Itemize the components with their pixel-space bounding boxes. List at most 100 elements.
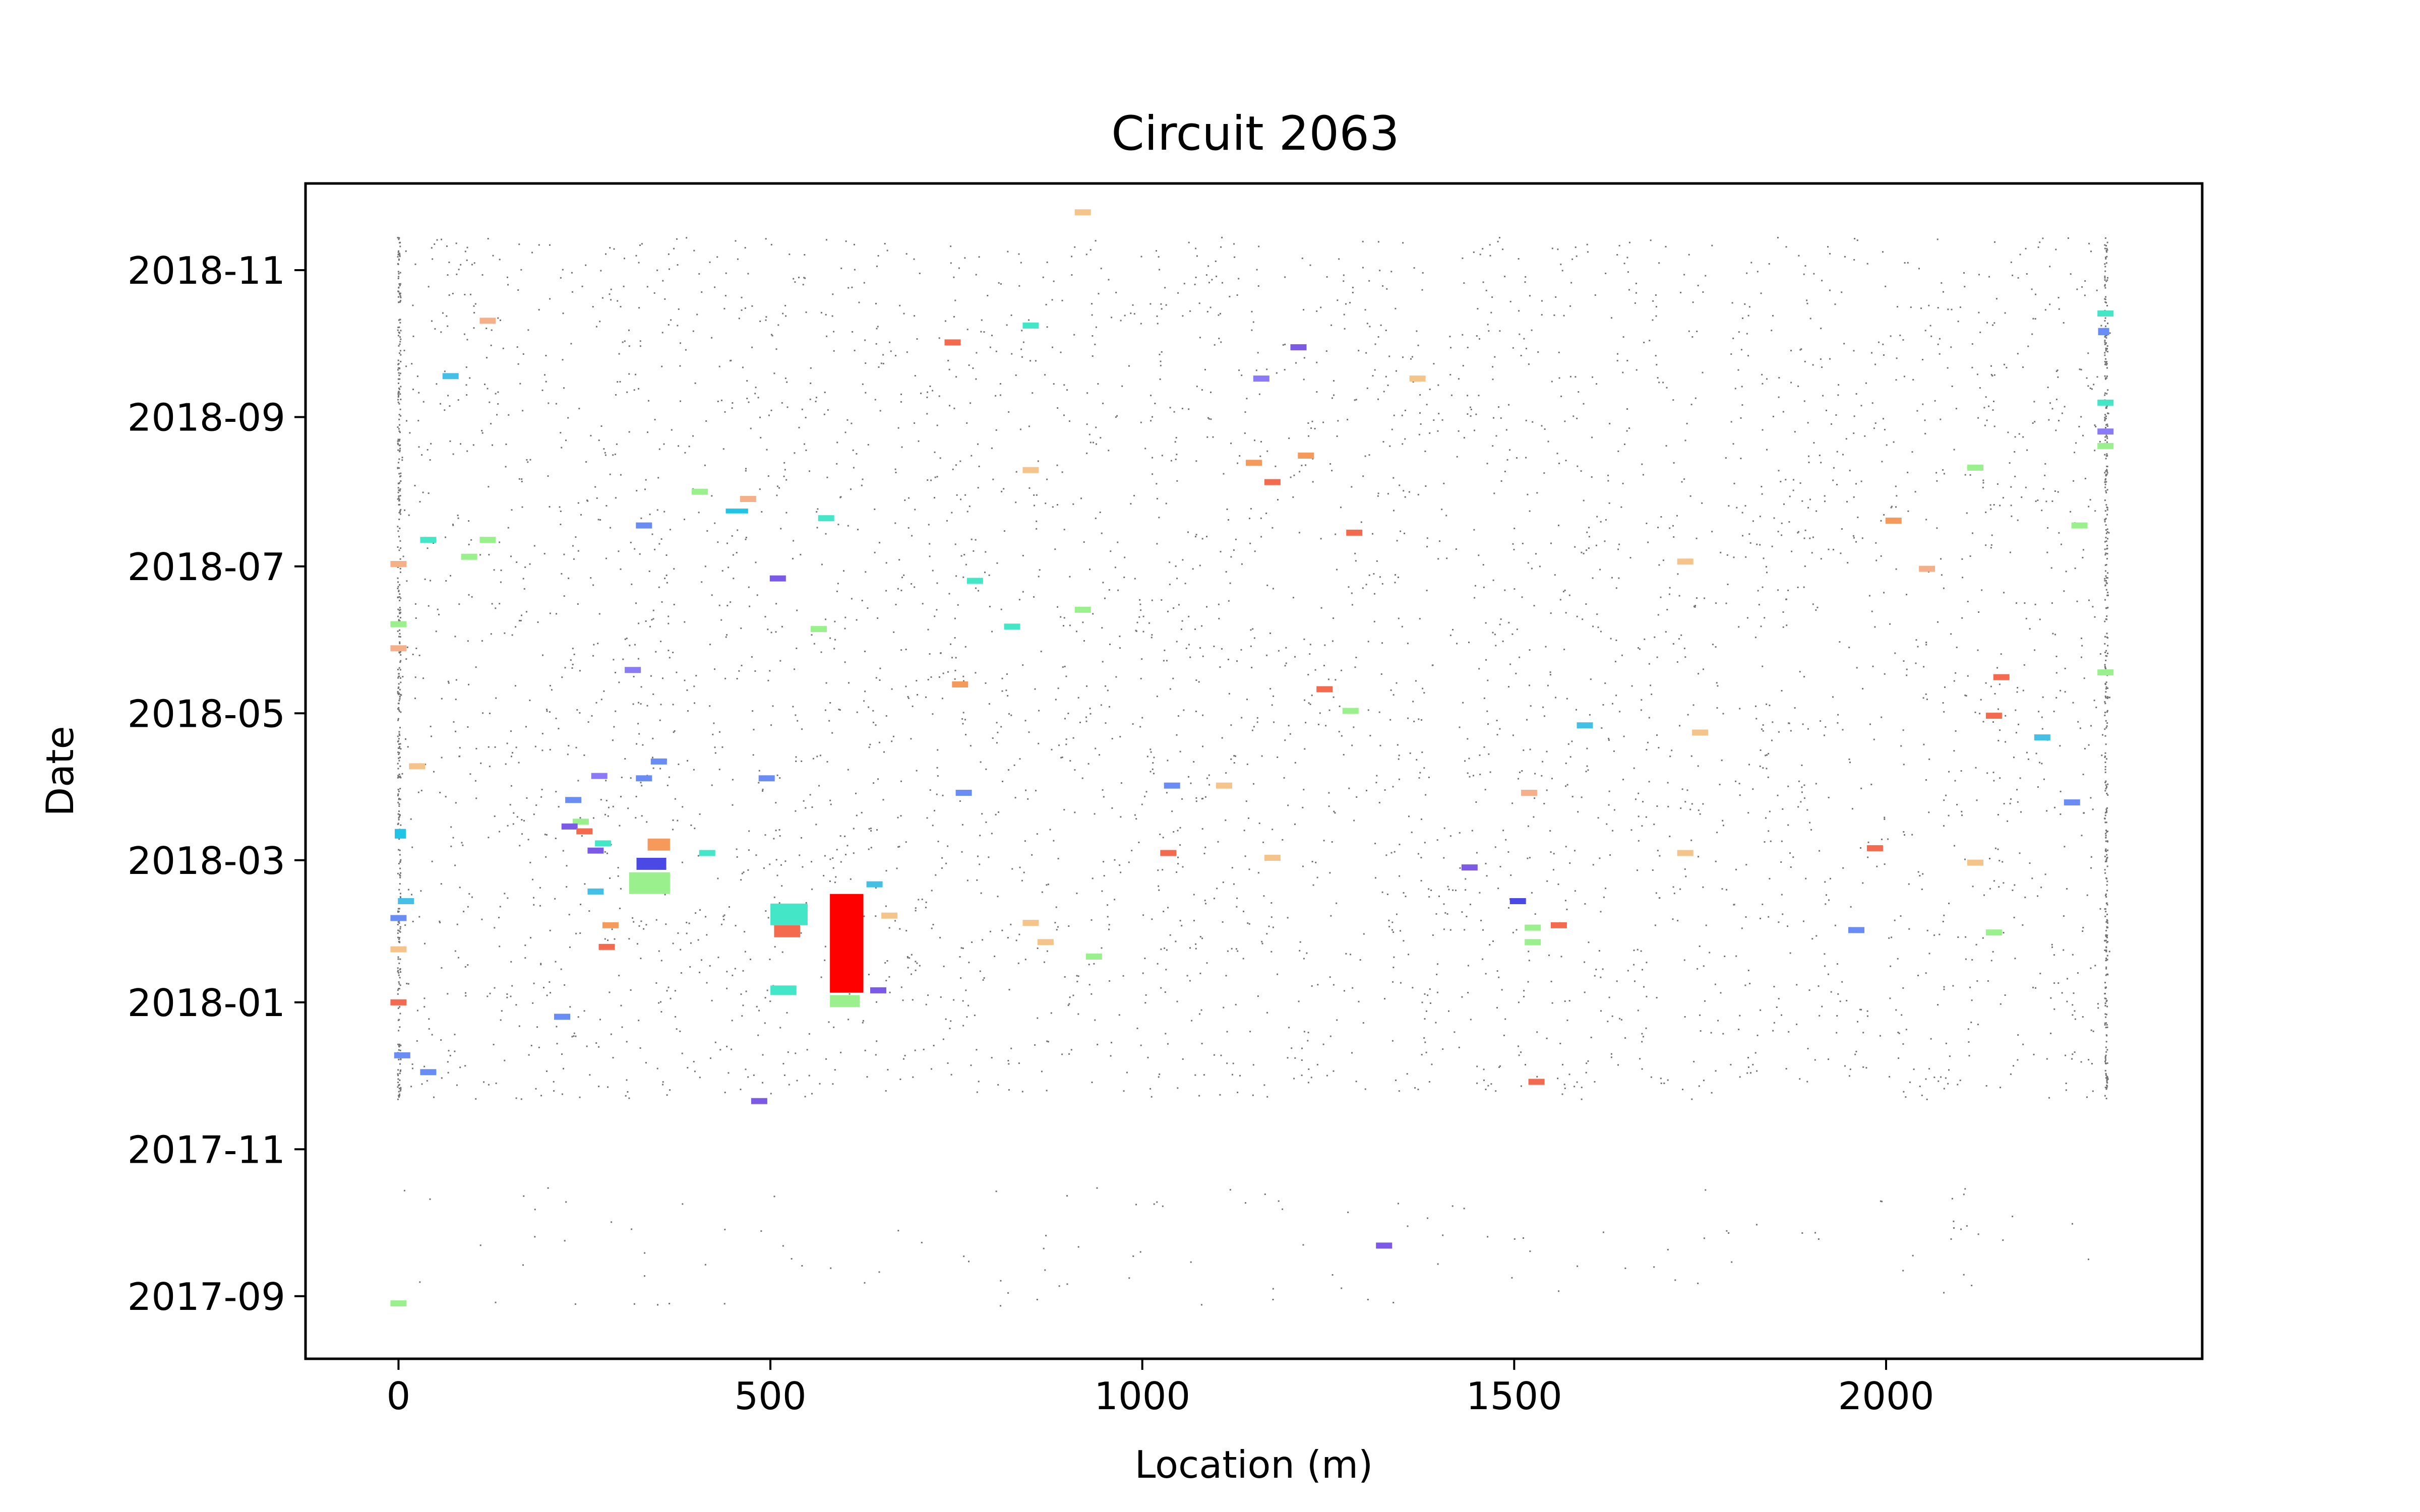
background-point	[2105, 950, 2107, 951]
background-point	[398, 292, 400, 294]
background-point	[684, 621, 686, 623]
background-point	[1961, 558, 1963, 560]
background-point	[2106, 423, 2108, 425]
background-point	[606, 557, 607, 559]
background-point	[576, 709, 578, 711]
background-point	[1152, 457, 1154, 459]
background-point	[600, 270, 602, 272]
background-point	[415, 648, 417, 649]
background-point	[759, 321, 761, 322]
background-point	[460, 264, 462, 266]
background-point	[399, 727, 401, 729]
background-point	[2104, 1005, 2106, 1006]
background-point	[851, 286, 853, 288]
background-point	[524, 566, 526, 568]
background-point	[1522, 542, 1524, 544]
background-point	[1421, 719, 1422, 721]
background-point	[1626, 257, 1628, 259]
background-point	[1736, 507, 1738, 509]
background-point	[1750, 1072, 1751, 1074]
background-point	[1824, 881, 1826, 883]
background-point	[1546, 789, 1548, 791]
background-point	[1467, 347, 1469, 348]
background-point	[1581, 796, 1583, 798]
background-point	[768, 414, 770, 416]
background-point	[902, 1058, 904, 1060]
background-point	[957, 604, 959, 606]
background-point	[1520, 355, 1522, 356]
background-point	[755, 561, 757, 563]
background-point	[620, 474, 622, 476]
background-point	[1226, 1031, 1228, 1033]
background-point	[1933, 934, 1935, 936]
background-point	[664, 578, 666, 580]
background-point	[1374, 877, 1376, 879]
background-point	[1095, 747, 1097, 749]
background-point	[1821, 366, 1823, 368]
background-point	[529, 563, 531, 565]
background-point	[1837, 394, 1839, 396]
background-point	[1387, 493, 1389, 495]
background-point	[1075, 631, 1077, 633]
background-point	[660, 704, 662, 706]
background-point	[402, 676, 404, 678]
background-point	[1179, 750, 1181, 752]
background-point	[1181, 798, 1183, 800]
background-point	[611, 928, 613, 930]
background-point	[1123, 1090, 1125, 1092]
background-point	[1605, 273, 1607, 274]
background-point	[730, 359, 732, 361]
background-point	[929, 386, 931, 387]
background-point	[397, 491, 399, 493]
background-point	[571, 272, 573, 274]
background-point	[1150, 303, 1152, 305]
background-point	[2048, 1097, 2050, 1099]
background-point	[2106, 959, 2108, 961]
background-point	[1393, 967, 1395, 968]
background-point	[985, 821, 987, 823]
background-point	[908, 697, 910, 699]
background-point	[2104, 769, 2106, 771]
background-point	[931, 1068, 932, 1070]
background-point	[2104, 317, 2106, 319]
background-point	[888, 927, 890, 929]
background-point	[1778, 731, 1780, 733]
background-point	[941, 857, 943, 859]
background-point	[398, 962, 400, 964]
background-point	[1043, 961, 1045, 963]
background-point	[598, 439, 600, 442]
background-point	[1139, 726, 1141, 728]
background-point	[939, 936, 941, 938]
background-point	[915, 910, 917, 912]
background-point	[1093, 963, 1095, 965]
background-point	[878, 366, 880, 368]
background-point	[1077, 1013, 1079, 1015]
background-point	[1639, 648, 1641, 650]
background-point	[925, 907, 927, 909]
background-point	[1272, 527, 1274, 529]
background-point	[1656, 364, 1658, 366]
background-point	[1782, 611, 1784, 613]
background-point	[932, 825, 934, 827]
background-point	[1756, 1070, 1758, 1072]
background-point	[1697, 285, 1699, 287]
background-point	[1148, 622, 1150, 624]
background-point	[1194, 628, 1196, 630]
background-point	[1341, 735, 1343, 737]
background-point	[2059, 745, 2061, 747]
background-point	[1199, 936, 1201, 938]
background-point	[1942, 702, 1944, 704]
background-point	[1734, 388, 1736, 390]
background-point	[1889, 1076, 1891, 1078]
background-point	[398, 911, 400, 913]
background-point	[1987, 980, 1989, 982]
background-point	[1574, 890, 1576, 892]
background-point	[1620, 506, 1622, 508]
background-point	[1316, 876, 1318, 878]
background-point	[847, 769, 849, 771]
background-point	[398, 283, 400, 285]
background-point	[1905, 1029, 1907, 1031]
background-point	[2106, 553, 2108, 555]
background-point	[1249, 1031, 1251, 1033]
background-point	[677, 820, 679, 822]
